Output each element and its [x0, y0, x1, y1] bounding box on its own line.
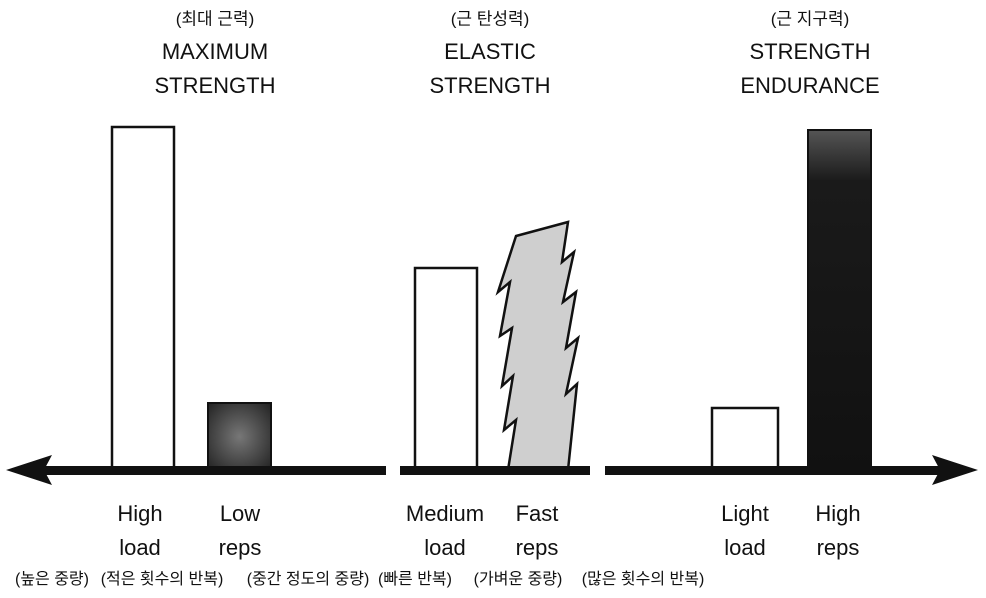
group-title: ELASTIC: [444, 39, 536, 64]
bar-korean-label: (적은 횟수의 반복): [101, 570, 224, 588]
bar-korean-label: (가벼운 중량): [474, 570, 563, 588]
bar-label: load: [724, 535, 766, 560]
group-korean-title: (최대 근력): [176, 9, 255, 28]
axis-line: [400, 466, 590, 475]
jagged-bar: [495, 220, 580, 472]
bar-label: load: [424, 535, 466, 560]
axis-line: [605, 466, 945, 475]
bar-label: Low: [220, 501, 260, 526]
bar-label: Fast: [516, 501, 559, 526]
bar-korean-label: (빠른 반복): [378, 570, 452, 588]
group-title: STRENGTH: [430, 73, 551, 98]
bar-label: load: [119, 535, 161, 560]
bar: [710, 406, 780, 472]
bar-korean-label: (중간 정도의 중량): [247, 570, 370, 588]
arrow-head: [932, 455, 978, 485]
group-title: STRENGTH: [750, 39, 871, 64]
group-title: MAXIMUM: [162, 39, 268, 64]
bar-korean-label: (많은 횟수의 반복): [582, 570, 705, 588]
group-korean-title: (근 탄성력): [451, 9, 530, 28]
bar: [207, 402, 272, 471]
bar-label: reps: [817, 535, 860, 560]
axis-line: [40, 466, 386, 475]
arrow-head: [6, 455, 52, 485]
bar-label: High: [117, 501, 162, 526]
group-title: STRENGTH: [155, 73, 276, 98]
bar-label: High: [815, 501, 860, 526]
bar: [110, 125, 176, 472]
bar: [413, 266, 479, 472]
group-korean-title: (근 지구력): [771, 9, 850, 28]
bar-label: Light: [721, 501, 769, 526]
bar-label: Medium: [406, 501, 484, 526]
bar-korean-label: (높은 중량): [15, 570, 89, 588]
bar: [807, 129, 872, 471]
bar-label: reps: [516, 535, 559, 560]
group-title: ENDURANCE: [740, 73, 879, 98]
bar-label: reps: [219, 535, 262, 560]
